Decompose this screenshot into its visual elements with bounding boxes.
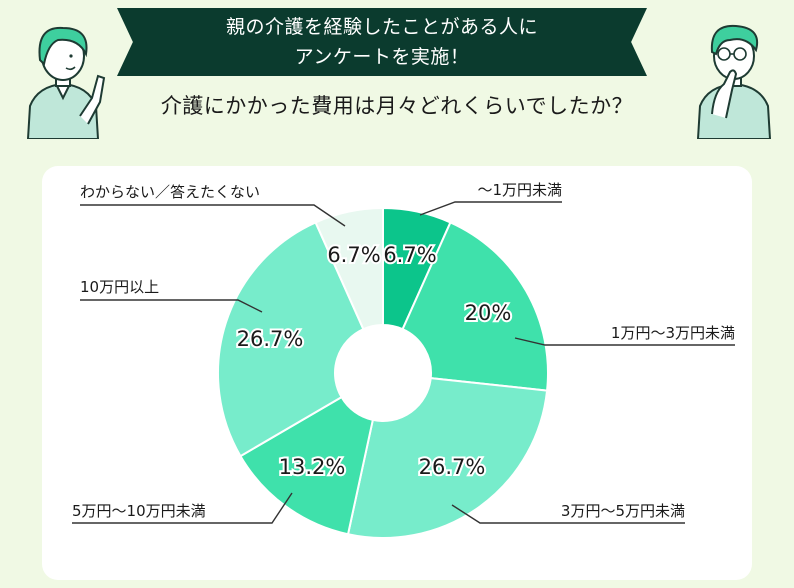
- leader-line: [451, 504, 685, 524]
- slice-category-label: 3万円〜5万円未満: [561, 502, 685, 520]
- question-text: 介護にかかった費用は月々どれくらいでしたか？: [160, 94, 634, 118]
- slice-category-label: 10万円以上: [80, 278, 159, 296]
- leader-line: [72, 492, 293, 524]
- slice-category-label: わからない／答えたくない: [80, 183, 260, 201]
- slice-category-label: 5万円〜10万円未満: [72, 502, 206, 520]
- slice-category-label: 〜1万円未満: [477, 181, 562, 199]
- slice-value-label: 13.2%: [279, 455, 346, 479]
- slice-value-label: 6.7%: [383, 243, 436, 267]
- leader-line: [80, 204, 346, 227]
- slice-value-label: 26.7%: [237, 327, 304, 351]
- leader-line: [514, 337, 735, 346]
- leader-line: [80, 299, 263, 313]
- slice-category-label: 1万円〜3万円未満: [611, 324, 735, 342]
- slice-value-label: 6.7%: [327, 243, 380, 267]
- title-line-1: 親の介護を経験したことがある人に: [225, 16, 538, 38]
- title-line-2: アンケートを実施！: [294, 46, 470, 68]
- woman-illustration-icon: [26, 26, 106, 139]
- leader-line: [419, 201, 562, 216]
- slice-value-label: 20%: [465, 301, 512, 325]
- title-banner: 親の介護を経験したことがある人に アンケートを実施！: [117, 8, 647, 76]
- donut-hole: [335, 325, 431, 421]
- man-illustration-icon: [696, 24, 772, 139]
- slice-value-label: 26.7%: [419, 455, 486, 479]
